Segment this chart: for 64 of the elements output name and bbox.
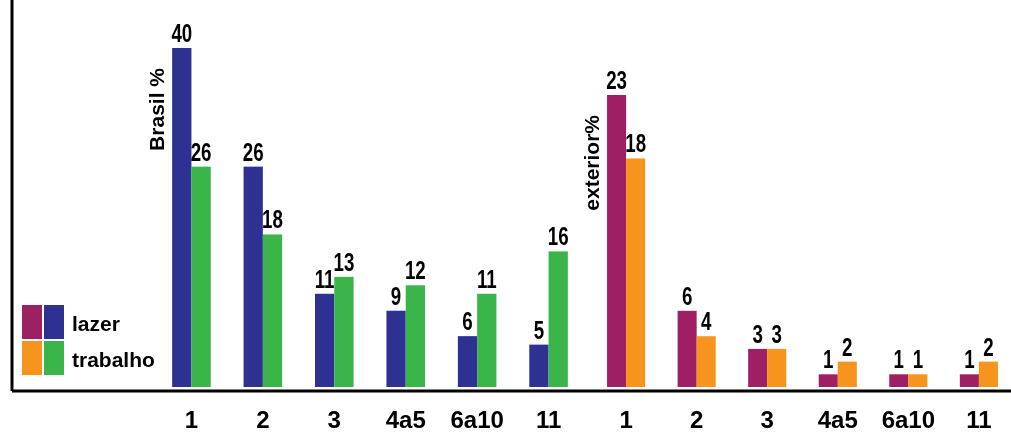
legend-label: lazer [72,312,120,335]
data-label: 23 [606,64,627,95]
x-tick-label: 6a10 [450,406,504,433]
data-label: 1 [964,344,975,375]
bar [262,234,283,387]
data-label: 13 [333,246,355,277]
bar [191,166,211,387]
data-label: 6 [681,280,693,311]
x-tick-label: 1 [619,406,633,433]
data-label: 11 [314,263,335,294]
data-label: 6 [462,306,473,336]
data-label: 9 [390,280,402,311]
bar [837,361,857,387]
data-label: 11 [476,263,497,294]
data-label: 1 [823,344,834,375]
bar [607,95,627,387]
bar [315,293,335,387]
bar [548,251,568,387]
data-label: 2 [983,331,994,362]
bar [386,310,406,387]
data-label: 16 [547,221,569,252]
x-tick-label: 2 [256,406,270,433]
x-tick-label: 3 [327,406,341,433]
bar [767,348,787,387]
bar [677,310,697,387]
bar [477,293,497,387]
bar [908,374,928,387]
bar [978,361,998,387]
bar [405,285,425,387]
data-label: 26 [242,136,264,167]
bar [818,374,838,387]
data-label: 26 [190,136,212,167]
x-tick-label: 6a10 [881,406,936,433]
bar [696,336,716,387]
x-tick-label: 3 [760,406,774,433]
y-axis-title: Brasil % [145,67,169,151]
bar [748,348,768,387]
data-label: 18 [262,204,283,235]
data-label: 4 [700,306,712,336]
x-tick-label: 11 [535,406,562,433]
data-label: 2 [842,331,853,362]
bar [172,48,192,387]
y-axis-title: exterior% [580,114,604,211]
data-label: 40 [171,17,193,48]
data-label: 3 [771,318,782,349]
data-label: 3 [752,318,763,349]
bar [529,344,549,387]
x-tick-label: 4a5 [817,406,858,433]
bar [889,374,909,387]
bar [334,276,354,387]
data-label: 1 [893,344,905,375]
bar [457,336,478,387]
x-tick-label: 4a5 [385,406,426,433]
bar [959,374,979,387]
x-tick-label: 11 [966,406,992,433]
bar [626,158,646,387]
data-label: 1 [912,344,924,375]
x-tick-label: 2 [689,406,704,433]
data-label: 12 [404,255,426,286]
data-label: 5 [533,314,545,345]
bar [243,166,263,387]
x-tick-label: 1 [184,406,199,433]
legend-label: trabalho [72,348,155,371]
data-label: 18 [625,128,647,159]
